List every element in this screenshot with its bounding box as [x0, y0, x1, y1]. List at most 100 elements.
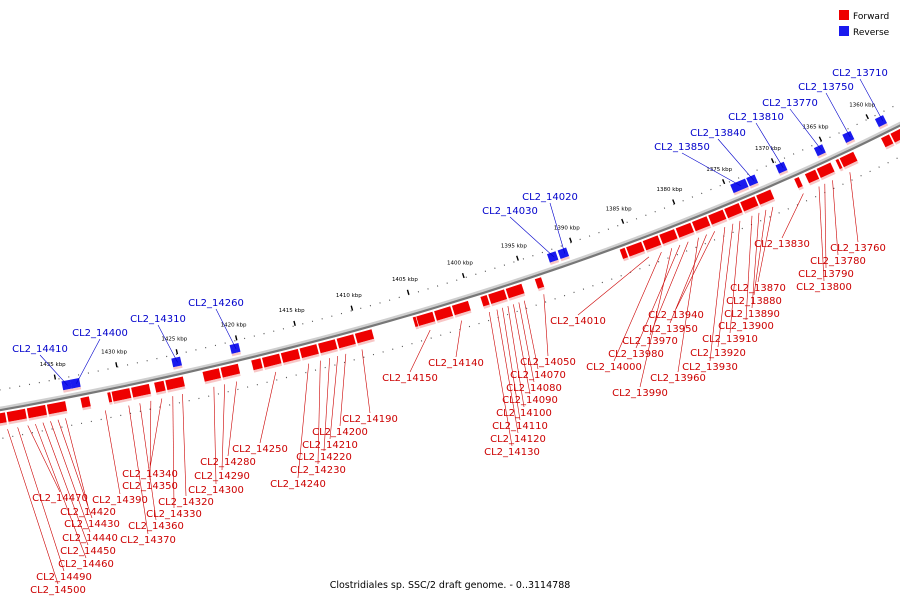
- forward-gene-label[interactable]: CL2_14010: [550, 316, 606, 327]
- reverse-gene-block[interactable]: [874, 115, 887, 128]
- reverse-gene[interactable]: CL2_13840: [690, 128, 759, 189]
- forward-gene-block[interactable]: [451, 300, 471, 316]
- forward-gene-label[interactable]: CL2_14430: [64, 519, 120, 530]
- forward-gene[interactable]: CL2_14420: [60, 418, 116, 518]
- reverse-gene[interactable]: CL2_14260: [188, 298, 244, 357]
- forward-gene[interactable]: CL2_13780: [810, 180, 866, 267]
- forward-gene-label[interactable]: CL2_13970: [622, 336, 678, 347]
- forward-gene-block[interactable]: [488, 289, 508, 304]
- reverse-gene-label[interactable]: CL2_14020: [522, 192, 578, 203]
- forward-gene[interactable]: CL2_14100: [496, 305, 552, 419]
- forward-gene-block[interactable]: [280, 348, 301, 363]
- forward-gene-label[interactable]: CL2_14140: [428, 358, 484, 369]
- reverse-gene-block[interactable]: [547, 251, 559, 263]
- forward-gene-label[interactable]: CL2_13870: [730, 283, 786, 294]
- forward-gene-block[interactable]: [708, 209, 727, 225]
- reverse-gene-block[interactable]: [171, 356, 182, 368]
- forward-gene-label[interactable]: CL2_14350: [122, 481, 178, 492]
- forward-gene-block[interactable]: [816, 162, 835, 179]
- reverse-gene-label[interactable]: CL2_14410: [12, 344, 68, 355]
- forward-gene[interactable]: CL2_13790: [798, 183, 854, 280]
- forward-gene[interactable]: CL2_14290: [194, 384, 250, 482]
- forward-gene[interactable]: CL2_14120: [490, 309, 546, 445]
- forward-gene[interactable]: CL2_14070: [510, 300, 566, 381]
- forward-gene-label[interactable]: CL2_14190: [342, 414, 398, 425]
- forward-gene-label[interactable]: CL2_13790: [798, 269, 854, 280]
- forward-gene-label[interactable]: CL2_14200: [312, 427, 368, 438]
- reverse-gene-label[interactable]: CL2_13770: [762, 98, 818, 109]
- reverse-gene[interactable]: CL2_13850: [654, 142, 750, 196]
- forward-gene[interactable]: CL2_13870: [730, 206, 786, 294]
- forward-gene-block[interactable]: [659, 229, 678, 245]
- forward-gene-label[interactable]: CL2_14230: [290, 465, 346, 476]
- forward-gene-label[interactable]: CL2_14450: [60, 546, 116, 557]
- forward-gene-block[interactable]: [299, 344, 319, 359]
- forward-gene-label[interactable]: CL2_14500: [30, 585, 86, 596]
- forward-gene-label[interactable]: CL2_14120: [490, 434, 546, 445]
- forward-gene-block[interactable]: [839, 151, 858, 168]
- reverse-gene-label[interactable]: CL2_13850: [654, 142, 710, 153]
- reverse-gene-block[interactable]: [775, 161, 788, 174]
- forward-gene-block[interactable]: [262, 353, 282, 368]
- forward-gene-block[interactable]: [692, 216, 711, 232]
- forward-gene-block[interactable]: [251, 358, 263, 371]
- forward-gene-block[interactable]: [804, 169, 820, 184]
- forward-gene-label[interactable]: CL2_14080: [506, 383, 562, 394]
- forward-gene-block[interactable]: [80, 396, 91, 408]
- reverse-gene-label[interactable]: CL2_13810: [728, 112, 784, 123]
- forward-gene[interactable]: CL2_13900: [718, 215, 774, 332]
- forward-gene-block[interactable]: [835, 158, 843, 170]
- forward-gene-label[interactable]: CL2_14470: [32, 493, 88, 504]
- reverse-gene[interactable]: CL2_14030: [482, 206, 560, 265]
- forward-gene[interactable]: CL2_14470: [27, 425, 88, 504]
- forward-gene-label[interactable]: CL2_13900: [718, 321, 774, 332]
- forward-gene[interactable]: CL2_14050: [520, 294, 576, 368]
- forward-gene-label[interactable]: CL2_14460: [58, 559, 114, 570]
- forward-gene-block[interactable]: [202, 368, 222, 382]
- forward-gene[interactable]: CL2_14110: [492, 307, 548, 432]
- forward-gene-label[interactable]: CL2_14330: [146, 509, 202, 520]
- forward-gene-label[interactable]: CL2_13780: [810, 256, 866, 267]
- reverse-gene-block[interactable]: [229, 343, 241, 354]
- forward-gene[interactable]: CL2_14220: [296, 358, 352, 463]
- forward-gene[interactable]: CL2_13910: [702, 220, 758, 345]
- forward-gene-label[interactable]: CL2_13880: [726, 296, 782, 307]
- forward-gene[interactable]: CL2_14250: [232, 371, 288, 455]
- forward-gene-block[interactable]: [505, 283, 525, 299]
- forward-gene[interactable]: CL2_14090: [502, 304, 558, 406]
- reverse-gene[interactable]: CL2_13770: [762, 98, 827, 159]
- forward-gene-block[interactable]: [881, 134, 894, 148]
- reverse-gene-label[interactable]: CL2_14260: [188, 298, 244, 309]
- reverse-gene-label[interactable]: CL2_13840: [690, 128, 746, 139]
- forward-gene[interactable]: CL2_13990: [612, 248, 673, 399]
- forward-gene[interactable]: CL2_14350: [122, 400, 178, 492]
- reverse-gene-label[interactable]: CL2_14310: [130, 314, 186, 325]
- forward-gene[interactable]: CL2_14460: [35, 423, 114, 570]
- forward-gene-label[interactable]: CL2_13920: [690, 348, 746, 359]
- forward-gene[interactable]: CL2_14450: [42, 422, 116, 557]
- forward-gene-label[interactable]: CL2_14070: [510, 370, 566, 381]
- forward-gene-block[interactable]: [318, 339, 338, 354]
- reverse-gene-label[interactable]: CL2_14400: [72, 328, 128, 339]
- forward-gene-block[interactable]: [416, 311, 436, 326]
- forward-gene-label[interactable]: CL2_14090: [502, 395, 558, 406]
- forward-gene[interactable]: CL2_14210: [302, 355, 358, 451]
- reverse-gene[interactable]: CL2_13810: [728, 112, 789, 176]
- forward-gene[interactable]: CL2_14430: [57, 419, 120, 530]
- reverse-gene[interactable]: CL2_13750: [798, 82, 856, 146]
- forward-gene-label[interactable]: CL2_14220: [296, 452, 352, 463]
- forward-gene-block[interactable]: [740, 196, 759, 212]
- forward-gene[interactable]: CL2_13950: [642, 234, 707, 335]
- reverse-gene[interactable]: CL2_14410: [12, 344, 73, 393]
- forward-gene[interactable]: CL2_13880: [726, 209, 782, 307]
- forward-gene-label[interactable]: CL2_13990: [612, 388, 668, 399]
- forward-gene-label[interactable]: CL2_14100: [496, 408, 552, 419]
- forward-gene-block[interactable]: [675, 222, 694, 238]
- forward-gene-block[interactable]: [724, 203, 743, 219]
- forward-gene-label[interactable]: CL2_14370: [120, 535, 176, 546]
- forward-gene-label[interactable]: CL2_14050: [520, 357, 576, 368]
- forward-gene-label[interactable]: CL2_14360: [128, 521, 184, 532]
- forward-gene[interactable]: CL2_14140: [428, 320, 484, 369]
- reverse-gene-block[interactable]: [730, 178, 749, 194]
- forward-gene-label[interactable]: CL2_14290: [194, 471, 250, 482]
